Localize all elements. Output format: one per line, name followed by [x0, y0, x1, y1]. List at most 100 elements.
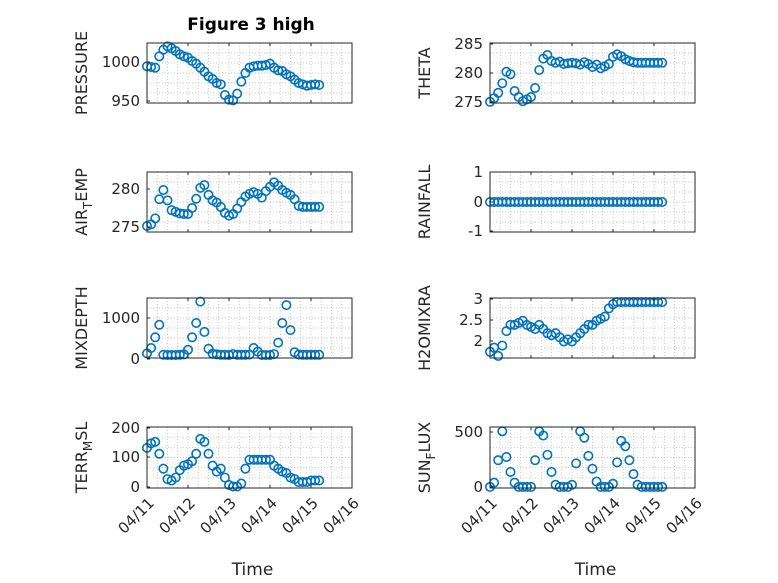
panel-pressure: 1000 950 PRESSURE [72, 31, 353, 115]
data-point [657, 57, 668, 68]
y-axis-label: H2OMIXRA [415, 285, 434, 371]
data-point [497, 426, 508, 437]
data-point [310, 349, 321, 360]
y-tick-label: -1 [468, 222, 483, 240]
panel-terr_msl: 200 100 0 TERRMSL [72, 419, 353, 496]
data-point [211, 78, 222, 89]
axes-box [489, 426, 696, 489]
data-point [150, 332, 161, 343]
data-point [493, 87, 504, 98]
x-tick-label: 04/15 [279, 494, 322, 537]
x-tick-label: 04/13 [540, 494, 583, 537]
x-axis-label: Time [574, 560, 617, 580]
data-point [240, 463, 251, 474]
data-point [199, 180, 210, 191]
x-tick-label: 04/15 [622, 494, 665, 537]
data-point [620, 441, 631, 452]
data-point [187, 332, 198, 343]
data-point [579, 432, 590, 443]
data-point [178, 51, 189, 62]
y-tick-label: 285 [454, 35, 483, 53]
y-tick-label: 1000 [102, 309, 140, 327]
data-point [530, 83, 541, 94]
data-point [199, 326, 210, 337]
data-point [273, 65, 284, 76]
y-tick-label: 0 [473, 193, 483, 211]
data-point [657, 197, 668, 208]
x-tick-label: 04/14 [581, 494, 624, 537]
data-point [505, 466, 516, 477]
x-tick-label: 04/14 [238, 494, 281, 537]
data-point [314, 475, 325, 486]
data-point [273, 337, 284, 348]
panel-theta: 285 280 275 THETA [415, 35, 696, 111]
data-point [493, 455, 504, 466]
data-point [219, 472, 230, 483]
data-point [583, 319, 594, 330]
panel-h2omixra: 3 2.5 2 H2OMIXRA [415, 285, 696, 371]
data-point [236, 76, 247, 87]
data-point [493, 350, 504, 361]
data-point [203, 448, 214, 459]
data-point [240, 349, 251, 360]
data-point [314, 80, 325, 91]
data-point [154, 448, 165, 459]
data-point [174, 349, 185, 360]
data-point [509, 86, 520, 97]
x-tick-label: 04/12 [156, 494, 199, 537]
y-axis-label: PRESSURE [72, 31, 91, 115]
x-tick-label: 04/11 [458, 494, 501, 537]
data-point [653, 57, 664, 68]
y-tick-label: 280 [111, 180, 140, 198]
y-tick-label: 1000 [102, 53, 140, 71]
data-point [505, 69, 516, 80]
data-point [566, 479, 577, 490]
data-point [501, 451, 512, 462]
data-point [310, 475, 321, 486]
data-point [199, 436, 210, 447]
y-axis-label: TERRMSL [72, 422, 95, 495]
data-point [657, 481, 668, 492]
data-point [603, 58, 614, 69]
data-point [628, 469, 639, 480]
data-point [191, 317, 202, 328]
data-point [207, 460, 218, 471]
data-point [158, 463, 169, 474]
data-point [599, 481, 610, 492]
data-point [195, 296, 206, 307]
x-axis-label: Time [231, 560, 274, 580]
data-point [530, 455, 541, 466]
y-axis-label: MIXDEPTH [72, 286, 91, 369]
data-point [571, 458, 582, 469]
data-point [285, 325, 296, 336]
data-point [538, 430, 549, 441]
y-tick-label: 500 [454, 423, 483, 441]
data-point [187, 203, 198, 214]
data-point [534, 65, 545, 76]
y-tick-label: 0 [130, 350, 140, 368]
data-point [612, 457, 623, 468]
y-tick-label: 0 [473, 478, 483, 496]
data-point [542, 449, 553, 460]
axes-box [146, 42, 353, 104]
data-point [281, 300, 292, 311]
data-point [162, 195, 173, 206]
x-tick-label: 04/13 [197, 494, 240, 537]
y-tick-label: 950 [111, 92, 140, 110]
data-point [150, 213, 161, 224]
y-axis-label: SUNFLUX [415, 422, 438, 494]
data-point [310, 201, 321, 212]
x-tick-label: 04/16 [320, 494, 363, 537]
y-tick-label: 0 [130, 478, 140, 496]
x-tick-label: 04/16 [663, 494, 706, 537]
data-point [191, 448, 202, 459]
panel-rainfall: 1 0 -1 RAINFALL [415, 163, 696, 240]
data-point [183, 344, 194, 355]
axes-box [489, 297, 696, 359]
data-point [178, 209, 189, 220]
data-point [170, 472, 181, 483]
figure-title: Figure 3 high [187, 15, 315, 35]
y-tick-label: 275 [111, 218, 140, 236]
data-point [546, 466, 557, 477]
